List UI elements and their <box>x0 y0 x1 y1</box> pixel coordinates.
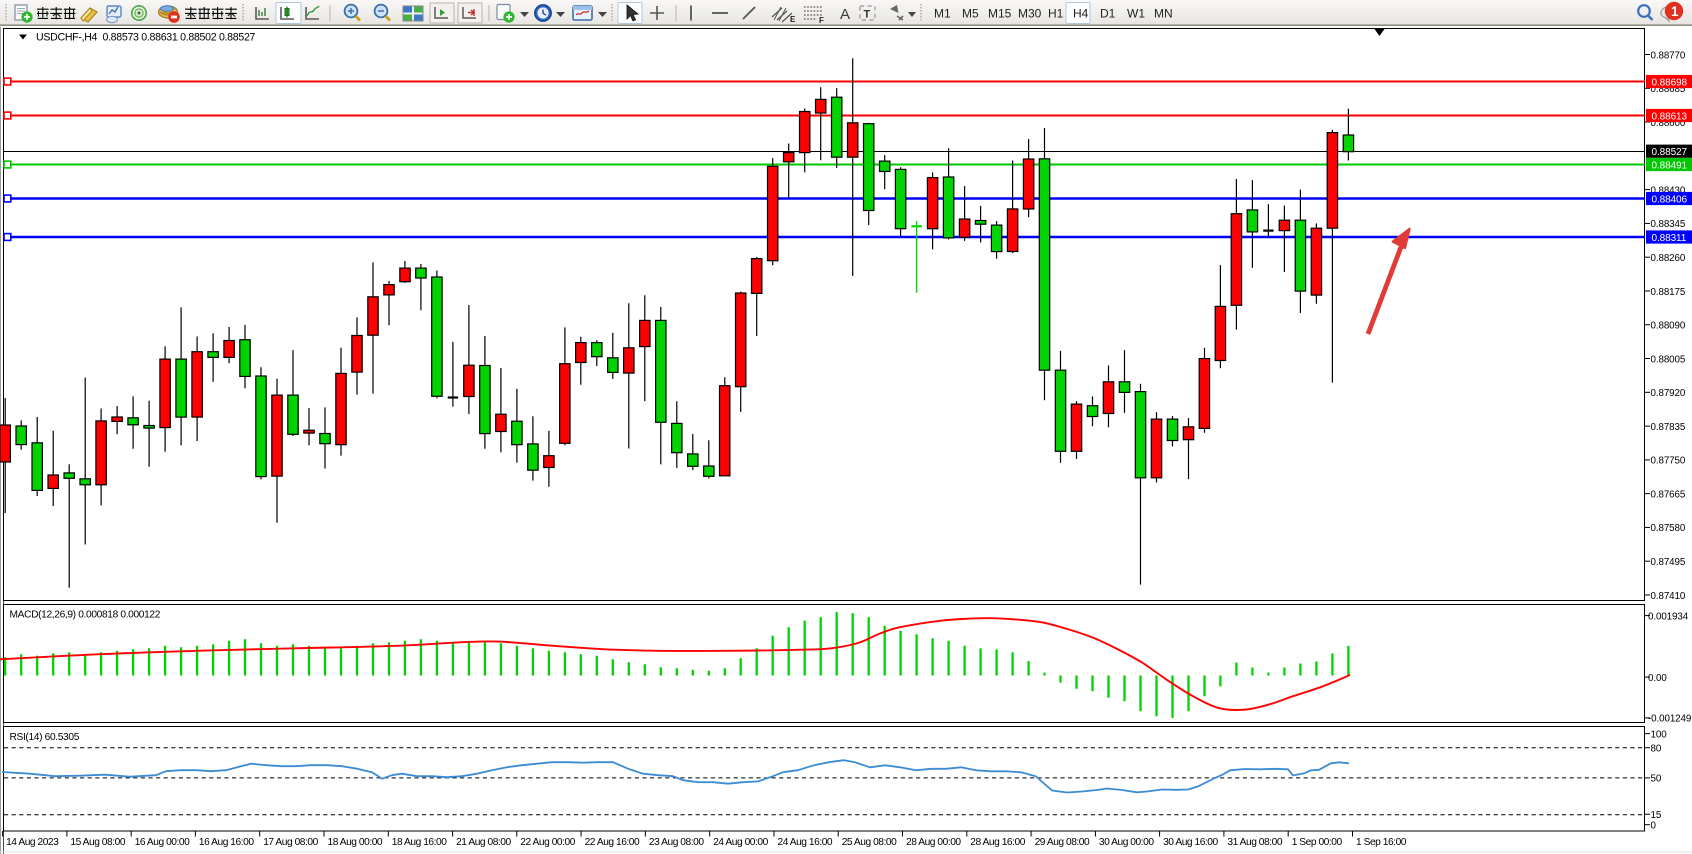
svg-text:16 Aug 16:00: 16 Aug 16:00 <box>199 837 254 848</box>
svg-text:0.88491: 0.88491 <box>1652 160 1688 171</box>
svg-text:0.87495: 0.87495 <box>1651 557 1686 568</box>
svg-text:MN: MN <box>1154 7 1173 21</box>
svg-text:0.88311: 0.88311 <box>1652 233 1687 244</box>
svg-text:0.87580: 0.87580 <box>1651 523 1686 534</box>
svg-text:0: 0 <box>1651 821 1657 832</box>
svg-text:RSI(14) 60.5305: RSI(14) 60.5305 <box>10 732 80 743</box>
svg-text:M1: M1 <box>934 7 951 21</box>
svg-text:50: 50 <box>1651 774 1662 785</box>
svg-text:22 Aug 00:00: 22 Aug 00:00 <box>520 837 575 848</box>
svg-text:24 Aug 16:00: 24 Aug 16:00 <box>778 837 833 848</box>
svg-text:0.88770: 0.88770 <box>1651 50 1686 61</box>
svg-text:24 Aug 00:00: 24 Aug 00:00 <box>713 837 768 848</box>
svg-text:23 Aug 08:00: 23 Aug 08:00 <box>649 837 704 848</box>
svg-text:0.88406: 0.88406 <box>1652 194 1688 205</box>
svg-text:18 Aug 00:00: 18 Aug 00:00 <box>328 837 383 848</box>
svg-text:0.88613: 0.88613 <box>1652 111 1688 122</box>
svg-text:0.87835: 0.87835 <box>1651 422 1686 433</box>
svg-text:31 Aug 08:00: 31 Aug 08:00 <box>1227 837 1282 848</box>
svg-text:0.88005: 0.88005 <box>1651 354 1686 365</box>
svg-text:H4: H4 <box>1073 7 1089 21</box>
svg-text:14 Aug 2023: 14 Aug 2023 <box>6 837 59 848</box>
svg-text:M30: M30 <box>1018 7 1042 21</box>
svg-text:21 Aug 08:00: 21 Aug 08:00 <box>456 837 511 848</box>
svg-text:0.87920: 0.87920 <box>1651 388 1686 399</box>
svg-text:0.87665: 0.87665 <box>1651 489 1686 500</box>
svg-text:18 Aug 16:00: 18 Aug 16:00 <box>392 837 447 848</box>
svg-text:D1: D1 <box>1100 7 1116 21</box>
svg-text:USDCHF-,H4 0.88573 0.88631 0.: USDCHF-,H4 0.88573 0.88631 0.88502 0.885… <box>36 32 256 44</box>
svg-text:29 Aug 08:00: 29 Aug 08:00 <box>1035 837 1090 848</box>
svg-text:28 Aug 00:00: 28 Aug 00:00 <box>906 837 961 848</box>
svg-text:0.88175: 0.88175 <box>1651 287 1686 298</box>
svg-text:0.87410: 0.87410 <box>1651 591 1686 602</box>
svg-text:M15: M15 <box>988 7 1012 21</box>
svg-text:15 Aug 08:00: 15 Aug 08:00 <box>70 837 125 848</box>
svg-text:H1: H1 <box>1048 7 1064 21</box>
svg-text:15: 15 <box>1651 810 1662 821</box>
svg-text:100: 100 <box>1651 729 1668 740</box>
svg-text:0.87750: 0.87750 <box>1651 456 1686 467</box>
svg-text:0.001934: 0.001934 <box>1648 611 1689 622</box>
svg-text:1: 1 <box>1671 4 1679 19</box>
svg-text:E: E <box>790 15 796 24</box>
svg-text:80: 80 <box>1651 744 1662 755</box>
svg-text:25 Aug 08:00: 25 Aug 08:00 <box>842 837 897 848</box>
svg-text:17 Aug 08:00: 17 Aug 08:00 <box>263 837 318 848</box>
svg-text:0.88260: 0.88260 <box>1651 253 1686 264</box>
svg-text:30 Aug 16:00: 30 Aug 16:00 <box>1163 837 1218 848</box>
svg-text:1 Sep 00:00: 1 Sep 00:00 <box>1292 837 1343 848</box>
svg-text:A: A <box>840 6 850 23</box>
svg-text:T: T <box>864 9 871 21</box>
svg-text:0.00: 0.00 <box>1648 673 1667 684</box>
svg-text:0.88685: 0.88685 <box>1651 84 1686 95</box>
svg-text:M5: M5 <box>962 7 979 21</box>
svg-text:F: F <box>819 16 824 25</box>
svg-text:0.88600: 0.88600 <box>1651 118 1686 129</box>
svg-text:28 Aug 16:00: 28 Aug 16:00 <box>970 837 1025 848</box>
svg-text:22 Aug 16:00: 22 Aug 16:00 <box>585 837 640 848</box>
svg-text:0.88090: 0.88090 <box>1651 321 1686 332</box>
svg-text:W1: W1 <box>1127 7 1145 21</box>
svg-text:1 Sep 16:00: 1 Sep 16:00 <box>1356 837 1407 848</box>
svg-text:0.88698: 0.88698 <box>1652 77 1688 88</box>
svg-text:30 Aug 00:00: 30 Aug 00:00 <box>1099 837 1154 848</box>
svg-text:0.88345: 0.88345 <box>1651 219 1686 230</box>
svg-text:16 Aug 00:00: 16 Aug 00:00 <box>135 837 190 848</box>
svg-text:0.88430: 0.88430 <box>1651 185 1686 196</box>
svg-text:MACD(12,26,9) 0.000818 0.00012: MACD(12,26,9) 0.000818 0.000122 <box>10 610 161 621</box>
svg-text:0.88527: 0.88527 <box>1652 147 1688 158</box>
svg-text:-0.001249: -0.001249 <box>1648 714 1691 725</box>
